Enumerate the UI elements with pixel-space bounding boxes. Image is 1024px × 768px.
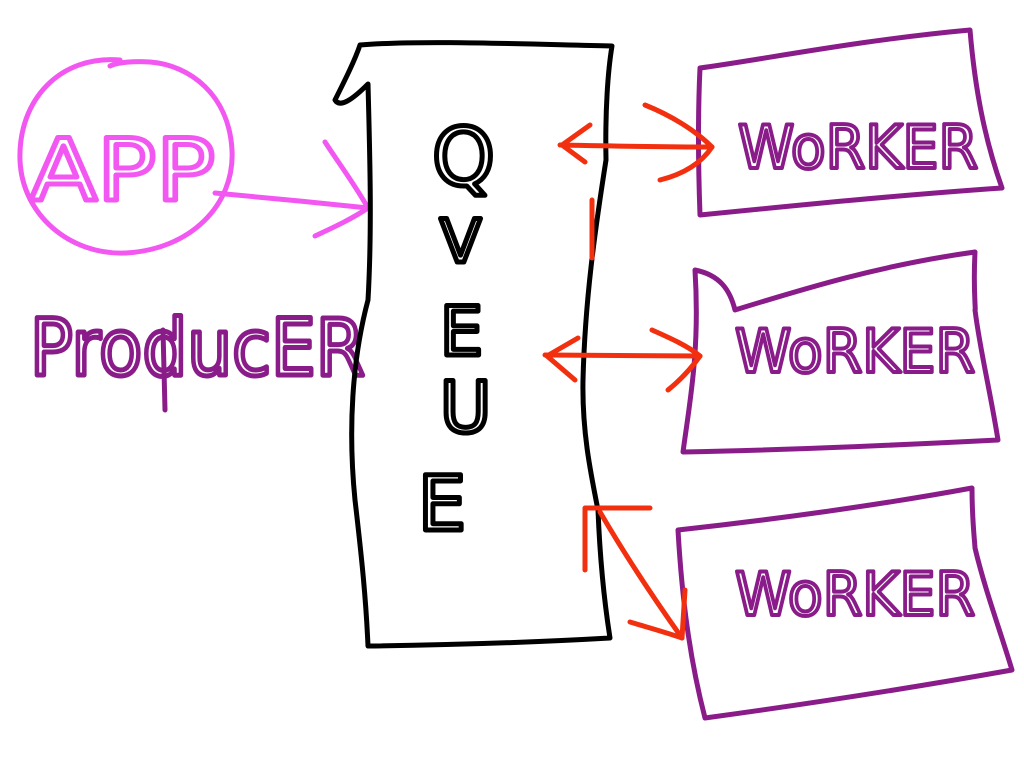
app-circle <box>17 57 235 256</box>
worker-box-3 <box>675 485 1015 721</box>
queue-letter-1: Q <box>432 111 495 204</box>
arrow-queue-worker-2 <box>542 327 703 393</box>
worker-node-1: WoRKER <box>696 27 1005 218</box>
app-node: APP <box>17 57 235 256</box>
queue-node: Q V E U E <box>332 40 615 649</box>
queue-letter-5: E <box>418 459 466 548</box>
queue-letter-3: E <box>440 293 483 372</box>
worker-label-1: WoRKER <box>738 113 978 183</box>
producer-d-stroke <box>160 327 168 413</box>
worker-box-2 <box>680 249 1001 455</box>
arrow-app-to-queue <box>212 139 371 239</box>
worker-label-3: WoRKER <box>735 560 975 630</box>
worker-node-2: WoRKER <box>680 249 1001 455</box>
queue-letter-4: U <box>440 367 491 449</box>
queue-letter-2: V <box>440 207 481 277</box>
queue-box <box>332 40 615 649</box>
arrow-queue-worker-1 <box>557 102 715 183</box>
arrow-queue-worker-3 <box>582 505 688 641</box>
worker-node-3: WoRKER <box>675 485 1015 721</box>
worker-label-2: WoRKER <box>735 317 975 387</box>
app-label: APP <box>30 121 215 221</box>
worker-box-1 <box>696 27 1005 218</box>
producer-label: ProducER <box>30 304 365 394</box>
